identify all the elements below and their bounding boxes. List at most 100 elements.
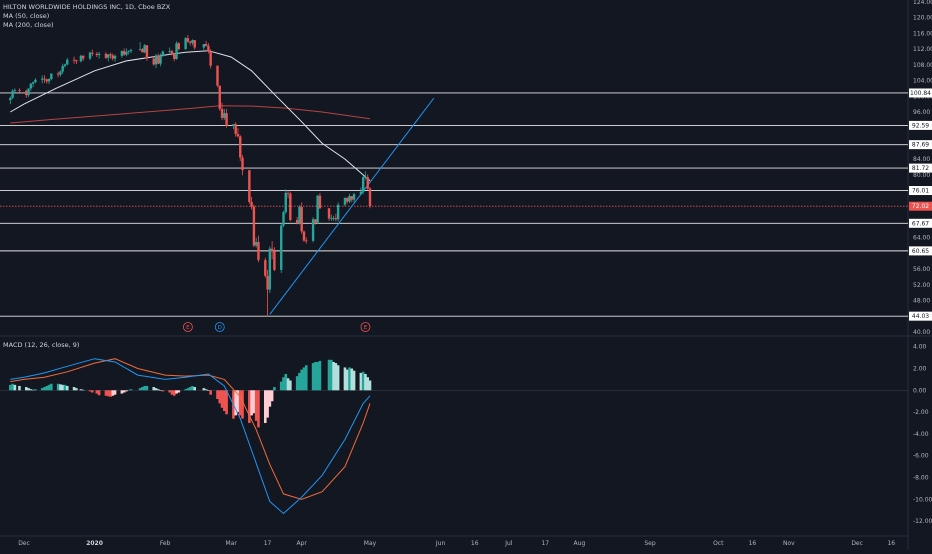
candle-body xyxy=(145,45,149,59)
candle-body xyxy=(202,44,206,48)
candle-body xyxy=(168,51,171,52)
macd-histogram-bar xyxy=(236,390,240,413)
candle-body xyxy=(204,44,208,46)
candle-body xyxy=(47,79,51,82)
macd-histogram-bar xyxy=(90,390,94,393)
candle-body xyxy=(50,73,53,79)
price-tick-label: 116.00 xyxy=(913,30,932,37)
price-tick-label: 56.00 xyxy=(913,266,930,273)
time-tick-label: Sep xyxy=(644,540,656,547)
macd-histogram-bar xyxy=(284,373,288,391)
candle-body xyxy=(104,53,108,58)
time-tick-label: 16 xyxy=(887,540,895,547)
macd-histogram-bar xyxy=(152,387,156,391)
macd-histogram-bar xyxy=(257,390,260,428)
macd-histogram-bar xyxy=(252,390,256,414)
macd-histogram-bar xyxy=(56,383,60,391)
candle-body xyxy=(43,78,46,80)
signal-line xyxy=(10,358,371,500)
macd-histogram-bar xyxy=(286,378,290,391)
dividend-marker[interactable] xyxy=(214,322,225,332)
candle-body xyxy=(88,52,92,59)
candle-body xyxy=(368,188,372,207)
candle-body xyxy=(161,51,165,56)
candle-body xyxy=(302,231,306,241)
candle-body xyxy=(232,124,235,126)
candle-body xyxy=(188,41,192,43)
macd-histogram-bar xyxy=(104,390,108,396)
macd-histogram-bar xyxy=(216,390,219,400)
macd-histogram-bar xyxy=(248,390,251,424)
candle-body xyxy=(241,157,244,171)
time-tick-label: Jun xyxy=(435,540,446,547)
candle-body xyxy=(159,55,162,64)
macd-histogram-bar xyxy=(43,387,46,391)
macd-histogram-bar xyxy=(143,385,146,391)
macd-histogram-bar xyxy=(9,384,12,391)
candle-body xyxy=(346,198,349,202)
macd-histogram-bar xyxy=(63,384,67,391)
candle-body xyxy=(152,58,155,65)
macd-histogram-bar xyxy=(282,377,285,391)
horizontal-level-label: 44.03 xyxy=(912,313,929,320)
event-marker-label: E xyxy=(186,325,190,331)
macd-histogram-bar xyxy=(175,390,178,394)
macd-histogram-bar xyxy=(250,390,253,416)
earnings-marker[interactable] xyxy=(360,322,371,332)
time-tick-label: 16 xyxy=(471,540,479,547)
time-tick-label: 2020 xyxy=(86,540,103,547)
candle-body xyxy=(59,71,62,75)
candle-body xyxy=(270,248,274,252)
candle-body xyxy=(173,54,176,59)
price-tick-label: 40.00 xyxy=(913,329,930,336)
time-tick-label: Jul xyxy=(504,540,513,547)
macd-histogram-bar xyxy=(122,390,126,393)
macd-histogram-bar xyxy=(172,390,176,396)
macd-histogram-bar xyxy=(359,372,363,391)
candle-body xyxy=(207,46,210,52)
macd-histogram-bar xyxy=(223,390,226,412)
candle-body xyxy=(252,206,256,246)
candle-body xyxy=(316,195,319,223)
macd-histogram-bar xyxy=(79,389,83,391)
macd-histogram-bar xyxy=(263,390,267,424)
trendline[interactable] xyxy=(269,97,435,315)
time-tick-label: Aug xyxy=(574,540,586,547)
macd-histogram-bar xyxy=(298,372,301,391)
macd-histogram-bar xyxy=(31,389,35,391)
macd-histogram-bar xyxy=(254,390,258,421)
candle-body xyxy=(175,43,178,59)
macd-histogram-bar xyxy=(168,390,171,393)
candle-body xyxy=(361,177,365,192)
macd-histogram-bar xyxy=(24,387,28,391)
macd-histogram-bar xyxy=(127,389,131,391)
time-tick-label: Oct xyxy=(713,540,724,547)
price-tick-label: 120.00 xyxy=(913,15,932,22)
macd-histogram-bar xyxy=(59,384,62,391)
candle-body xyxy=(141,49,144,53)
macd-histogram-bar xyxy=(327,359,331,391)
price-tick-label: 52.00 xyxy=(913,282,930,289)
price-tick-label: 112.00 xyxy=(913,46,932,53)
candle-body xyxy=(286,192,290,194)
candle-body xyxy=(343,198,347,205)
macd-histogram-bar xyxy=(207,390,210,391)
candle-body xyxy=(109,54,112,56)
macd-histogram-bar xyxy=(29,389,33,391)
macd-histogram-bar xyxy=(302,367,306,391)
macd-histogram-bar xyxy=(225,390,228,415)
macd-histogram-bar xyxy=(129,389,133,391)
macd-histogram-bar xyxy=(61,384,64,391)
price-tick-label: 84.00 xyxy=(913,156,930,163)
candle-body xyxy=(75,60,78,62)
candle-body xyxy=(27,88,30,96)
macd-title[interactable]: MACD (12, 26, close, 9) xyxy=(3,341,80,349)
legend-ma200[interactable]: MA (200, close) xyxy=(3,21,54,29)
candle-body xyxy=(330,218,333,219)
earnings-marker[interactable] xyxy=(182,322,193,332)
candle-body xyxy=(72,59,76,61)
legend-ma50[interactable]: MA (50, close) xyxy=(3,12,50,20)
event-marker-label: D xyxy=(218,325,222,331)
candle-body xyxy=(209,51,212,66)
price-tick-label: 104.00 xyxy=(913,78,932,85)
